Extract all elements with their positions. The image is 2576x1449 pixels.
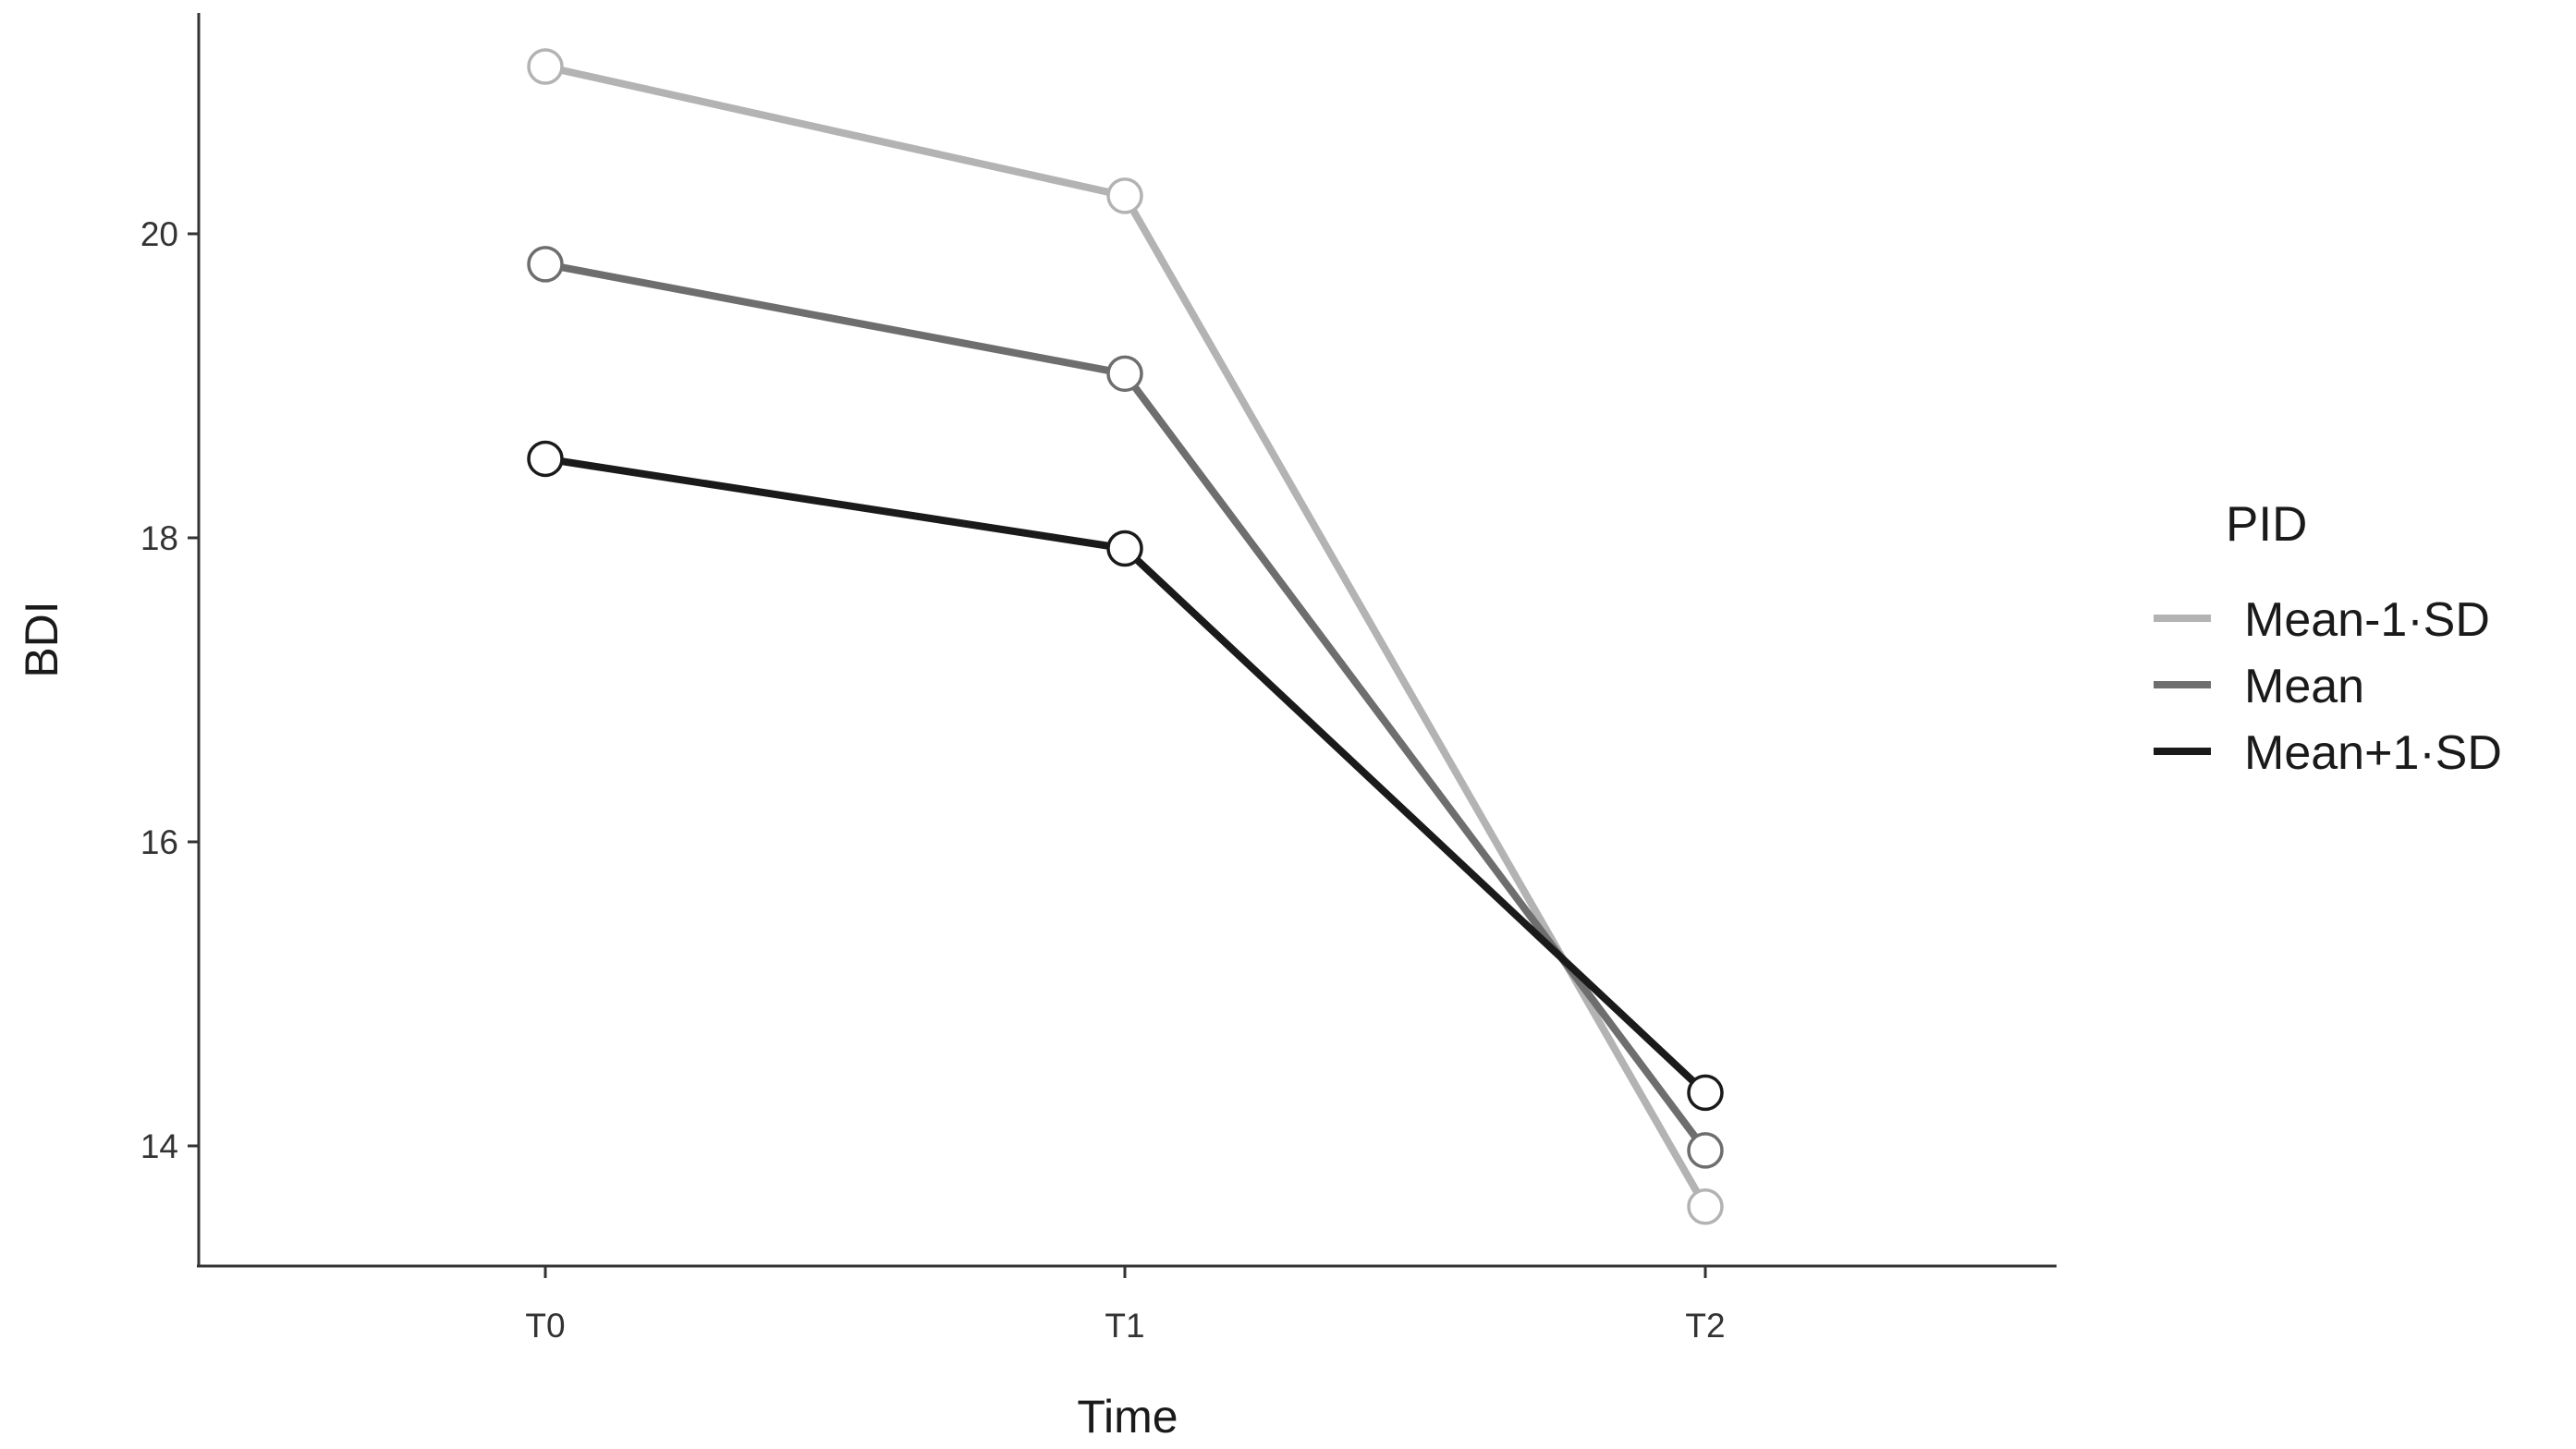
data-point xyxy=(1687,1188,1724,1225)
series-points xyxy=(527,48,1724,1225)
y-tick-label: 16 xyxy=(140,823,178,861)
y-tick-label: 14 xyxy=(140,1127,178,1165)
legend-title: PID xyxy=(2226,497,2307,552)
series-lines xyxy=(542,63,1709,1211)
legend-items: Mean-1·SD Mean Mean+1·SD xyxy=(2154,593,2502,780)
x-tick-label: T0 xyxy=(525,1307,565,1345)
legend: PID Mean-1·SD Mean Mean+1·SD xyxy=(2154,497,2502,780)
y-tick-label: 18 xyxy=(140,519,178,557)
x-axis-title: Time xyxy=(1077,1391,1178,1443)
legend-label: Mean-1·SD xyxy=(2244,593,2490,647)
y-ticks: 14 16 18 20 xyxy=(140,215,199,1165)
data-point xyxy=(527,246,564,283)
legend-label: Mean xyxy=(2244,660,2364,713)
x-tick-label: T2 xyxy=(1685,1307,1725,1345)
data-point xyxy=(527,48,564,85)
series-line xyxy=(542,63,1709,1211)
x-ticks: T0 T1 T2 xyxy=(525,1267,1726,1345)
data-point xyxy=(1687,1074,1724,1112)
data-point xyxy=(1106,355,1143,393)
data-point xyxy=(1687,1132,1724,1169)
data-point xyxy=(1106,530,1143,567)
data-point xyxy=(527,440,564,478)
y-axis-title: BDI xyxy=(16,601,67,677)
series-line xyxy=(542,260,1709,1154)
axes xyxy=(197,13,2057,1268)
x-tick-label: T1 xyxy=(1105,1307,1144,1345)
data-point xyxy=(1106,177,1143,214)
legend-label: Mean+1·SD xyxy=(2244,726,2502,780)
y-tick-label: 20 xyxy=(140,215,178,253)
